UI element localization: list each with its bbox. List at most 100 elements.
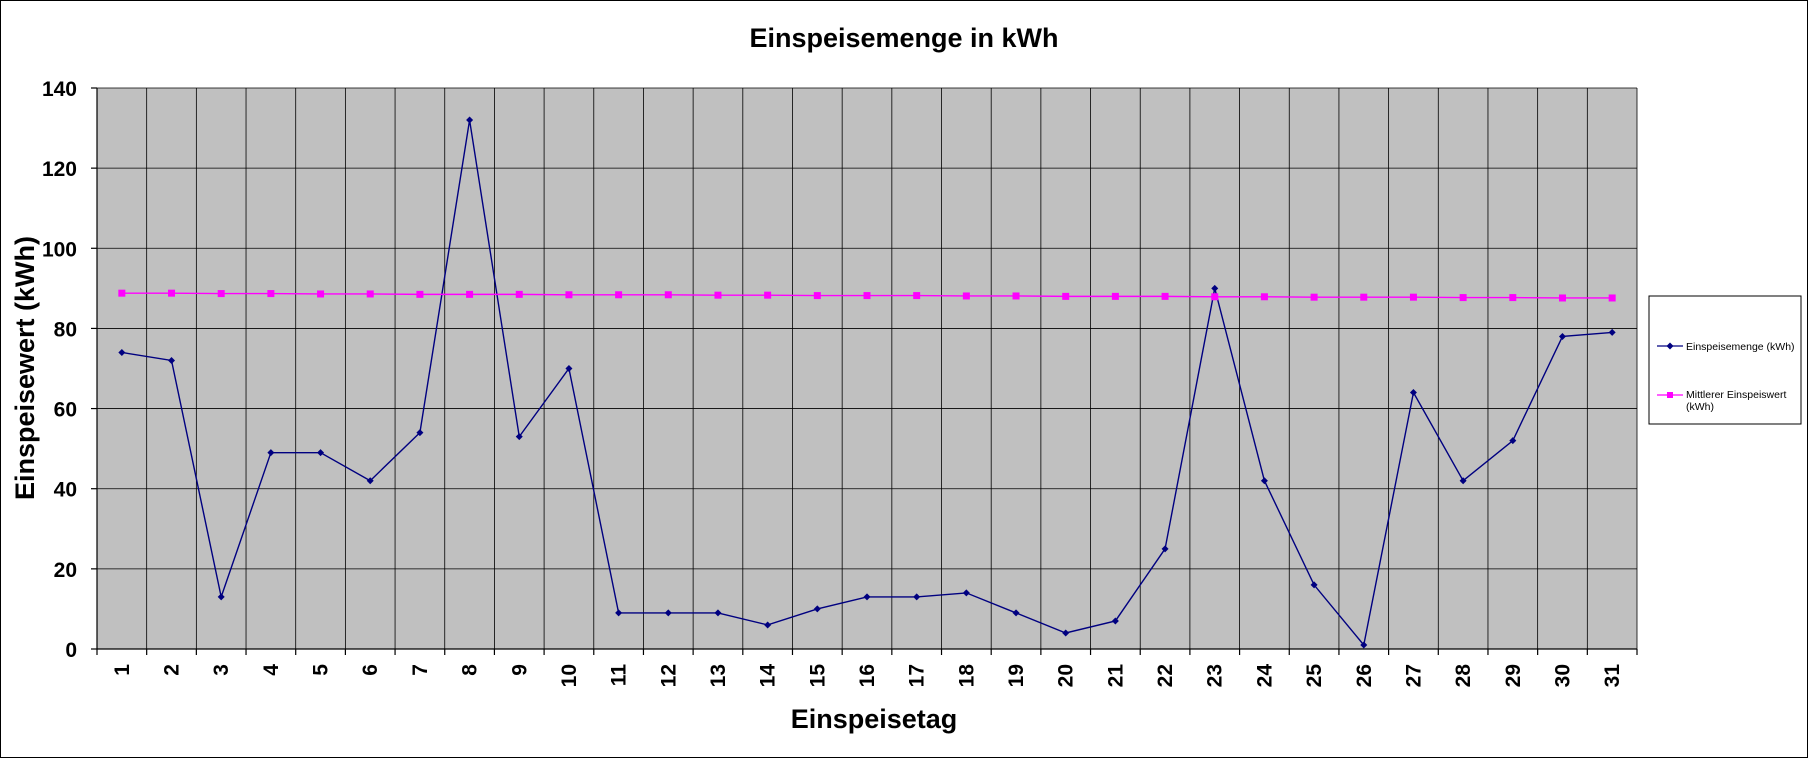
- data-point-diamond: [863, 593, 871, 601]
- x-tick-label: 31: [1601, 664, 1624, 688]
- x-tick-label: 18: [955, 664, 978, 688]
- y-tick-label: 140: [42, 78, 77, 101]
- data-point-square: [664, 291, 672, 299]
- y-axis-ticks: 0 20 40 60 80 100 120 140: [42, 78, 97, 662]
- data-point-diamond: [515, 433, 523, 441]
- x-tick-label: 1: [111, 664, 134, 676]
- x-tick-label: 13: [707, 664, 730, 687]
- series-layer: [118, 116, 1616, 649]
- x-tick-label: 22: [1154, 664, 1177, 687]
- x-tick-label: 4: [260, 664, 283, 676]
- data-point-square: [466, 290, 474, 298]
- y-tick-label: 120: [42, 158, 77, 181]
- x-tick-label: 26: [1353, 664, 1376, 687]
- data-point-diamond: [1409, 389, 1417, 397]
- data-point-diamond: [1459, 477, 1467, 485]
- data-point-square: [1161, 292, 1169, 300]
- data-point-square: [764, 291, 772, 299]
- x-tick-label: 28: [1452, 664, 1475, 688]
- x-tick-label: 9: [508, 664, 531, 676]
- x-tick-label: 8: [459, 664, 482, 676]
- data-point-diamond: [664, 609, 672, 617]
- data-point-square: [863, 292, 871, 300]
- data-point-square: [813, 292, 821, 300]
- data-point-square: [1260, 293, 1268, 301]
- legend: Einspeisemenge (kWh) Mittlerer Einspeisw…: [1648, 295, 1802, 425]
- x-tick-label: 25: [1303, 664, 1326, 688]
- axes: [96, 88, 1637, 650]
- data-point-diamond: [416, 429, 424, 437]
- y-axis-title: Einspeisewert (kWh): [10, 236, 40, 500]
- x-tick-label: 6: [359, 664, 382, 676]
- data-point-square: [267, 290, 275, 298]
- y-tick-label: 20: [54, 559, 77, 582]
- x-tick-label: 5: [310, 664, 333, 676]
- data-point-diamond: [913, 593, 921, 601]
- x-tick-label: 11: [608, 664, 631, 687]
- data-point-square: [1360, 293, 1368, 301]
- y-tick-label: 100: [42, 238, 77, 261]
- x-tick-label: 19: [1005, 664, 1028, 687]
- x-tick-label: 15: [806, 664, 829, 688]
- data-point-diamond: [1211, 284, 1219, 292]
- data-point-square: [913, 292, 921, 300]
- series-einspeisemenge: [118, 116, 1616, 649]
- data-point-diamond: [813, 605, 821, 613]
- data-point-square: [217, 290, 225, 298]
- data-point-square: [1409, 293, 1417, 301]
- data-point-square: [714, 291, 722, 299]
- chart-title: Einspeisemenge in kWh: [749, 23, 1058, 53]
- x-tick-label: 21: [1104, 664, 1127, 688]
- x-tick-label: 2: [161, 664, 184, 676]
- data-point-diamond: [1509, 437, 1517, 445]
- data-point-diamond: [267, 449, 275, 457]
- data-point-diamond: [1310, 581, 1318, 589]
- x-tick-label: 29: [1502, 664, 1525, 687]
- data-point-diamond: [317, 449, 325, 457]
- legend-box: [1648, 295, 1802, 425]
- series-mittlerer-einspeiswert: [118, 289, 1616, 302]
- data-point-square: [515, 290, 523, 298]
- data-point-diamond: [1360, 641, 1368, 649]
- legend-marker-square: [1667, 392, 1673, 398]
- x-tick-label: 27: [1402, 664, 1425, 687]
- data-point-diamond: [764, 621, 772, 629]
- data-point-square: [317, 290, 325, 298]
- data-point-diamond: [1558, 332, 1566, 340]
- data-point-diamond: [1111, 617, 1119, 625]
- data-point-diamond: [962, 589, 970, 597]
- data-point-square: [1608, 294, 1616, 302]
- x-tick-label: 23: [1204, 664, 1227, 687]
- y-tick-label: 40: [54, 479, 77, 502]
- data-point-diamond: [565, 365, 573, 372]
- data-point-square: [615, 291, 623, 299]
- data-point-diamond: [1062, 629, 1070, 637]
- x-axis-ticks: 1 2 3 4 5 6 7 8 9 10 11 12 13 14 15 16 17 18 19 20 21 22 23 24 2…: [96, 649, 1638, 688]
- x-tick-label: 17: [906, 664, 929, 687]
- data-point-square: [416, 290, 424, 298]
- x-tick-label: 12: [657, 664, 680, 687]
- data-point-square: [1310, 293, 1318, 301]
- x-tick-label: 14: [757, 664, 780, 688]
- data-point-diamond: [1012, 609, 1020, 617]
- data-point-diamond: [217, 593, 225, 601]
- data-point-square: [168, 289, 176, 297]
- data-point-square: [1459, 294, 1467, 302]
- data-point-square: [1211, 293, 1219, 301]
- legend-label-einspeisemenge: Einspeisemenge (kWh): [1686, 341, 1795, 353]
- data-point-diamond: [1161, 545, 1169, 553]
- data-point-square: [118, 289, 126, 297]
- x-tick-label: 10: [558, 664, 581, 687]
- data-point-diamond: [168, 356, 176, 364]
- data-point-diamond: [714, 609, 722, 617]
- data-point-square: [962, 292, 970, 300]
- y-tick-label: 0: [65, 639, 77, 662]
- x-tick-label: 7: [409, 664, 432, 676]
- data-point-square: [565, 291, 573, 299]
- data-point-diamond: [1260, 477, 1268, 485]
- x-tick-label: 30: [1551, 664, 1574, 687]
- data-point-diamond: [1608, 328, 1616, 336]
- y-tick-label: 60: [54, 399, 77, 422]
- data-point-diamond: [466, 116, 474, 124]
